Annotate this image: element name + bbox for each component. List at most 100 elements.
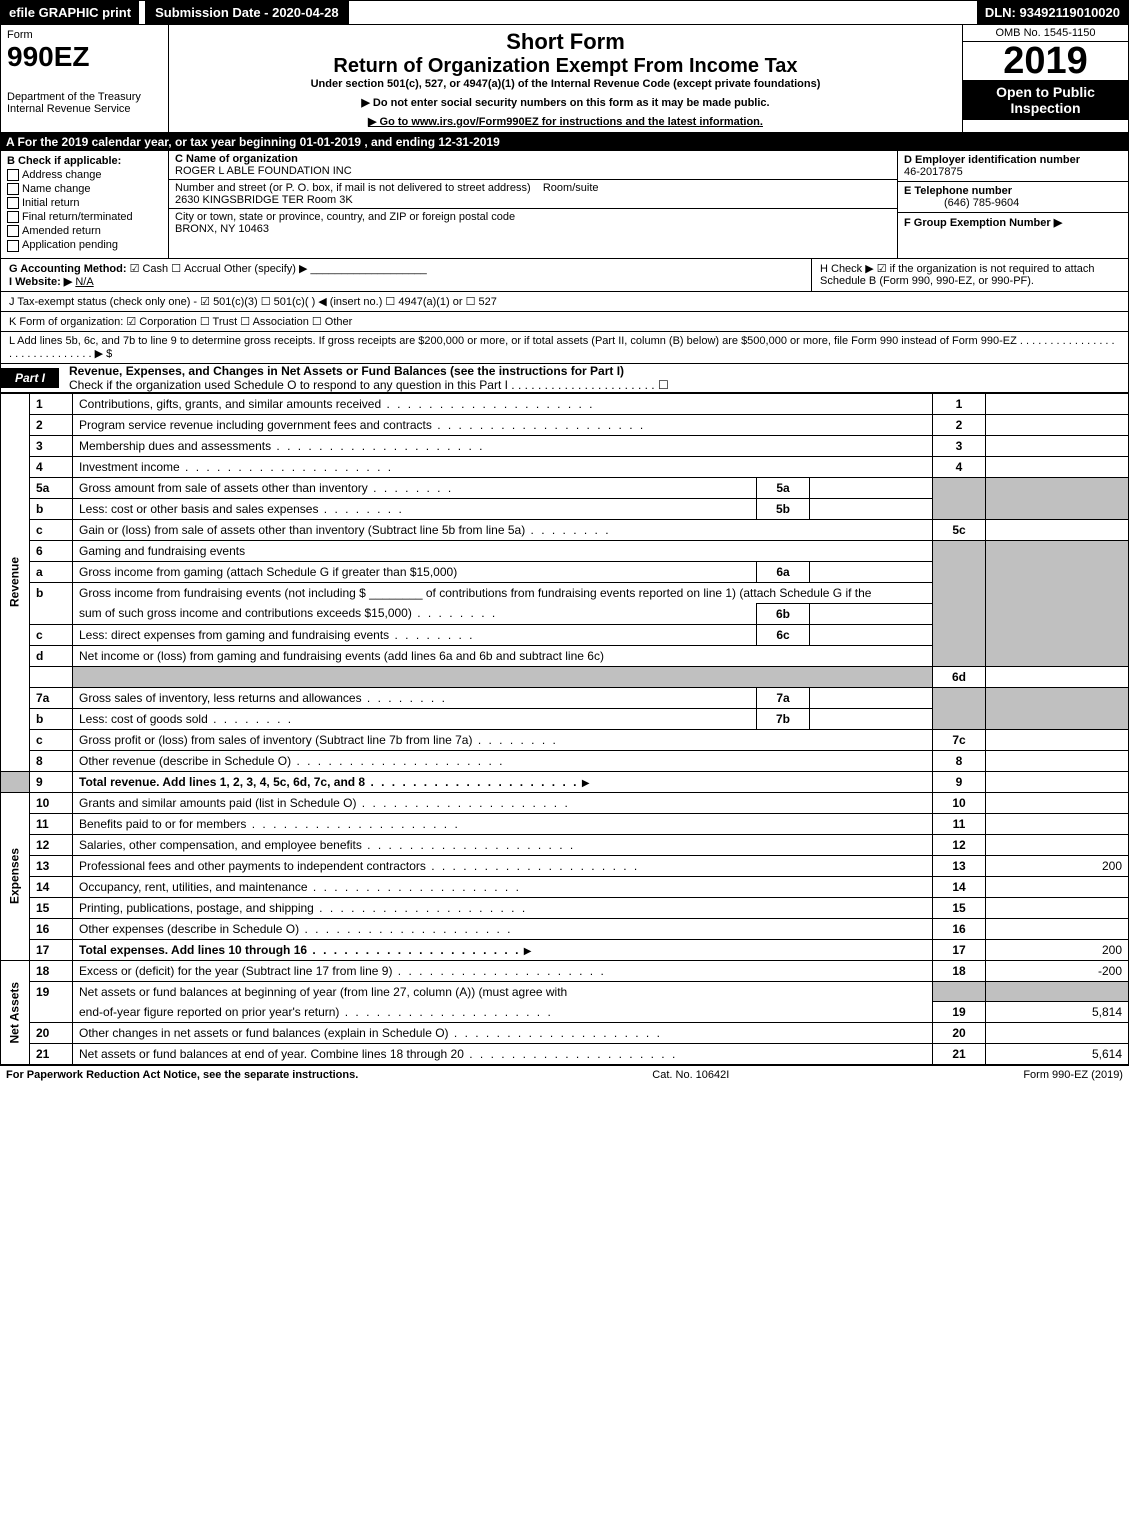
checkbox-icon[interactable]: [7, 197, 19, 209]
k-line: K Form of organization: ☑ Corporation ☐ …: [9, 315, 352, 328]
g-label: G Accounting Method:: [9, 263, 127, 275]
line-6b-mid: of contributions from fundraising events…: [426, 586, 872, 600]
val-2: [986, 414, 1129, 435]
part1-title: Revenue, Expenses, and Changes in Net As…: [69, 364, 624, 378]
line-6: Gaming and fundraising events: [73, 540, 933, 561]
line-21: Net assets or fund balances at end of ye…: [79, 1047, 677, 1061]
line-20: Other changes in net assets or fund bala…: [79, 1026, 662, 1040]
subtitle: Under section 501(c), 527, or 4947(a)(1)…: [177, 78, 954, 90]
linenum: 1: [30, 393, 73, 414]
line-7a: Gross sales of inventory, less returns a…: [79, 691, 447, 705]
val-10: [986, 792, 1129, 813]
line-19b: end-of-year figure reported on prior yea…: [79, 1005, 553, 1019]
ein: 46-2017875: [904, 166, 963, 178]
val-6c: [810, 624, 933, 645]
line-6c: Less: direct expenses from gaming and fu…: [79, 628, 475, 642]
submission-date: Submission Date - 2020-04-28: [145, 1, 349, 24]
line-14: Occupancy, rent, utilities, and maintena…: [79, 880, 521, 894]
line-6d: Net income or (loss) from gaming and fun…: [73, 645, 933, 666]
h-box: H Check ▶ ☑ if the organization is not r…: [811, 259, 1128, 291]
val-19: 5,814: [986, 1002, 1129, 1023]
check-address: Address change: [22, 169, 102, 181]
val-7c: [986, 729, 1129, 750]
val-1: [986, 393, 1129, 414]
val-14: [986, 876, 1129, 897]
netassets-group: Net Assets: [1, 960, 30, 1065]
paperwork-notice: For Paperwork Reduction Act Notice, see …: [6, 1069, 358, 1081]
val-20: [986, 1023, 1129, 1044]
val-18: -200: [986, 960, 1129, 981]
val-9: [986, 771, 1129, 792]
val-6b: [810, 603, 933, 624]
section-c-name-label: C Name of organization: [175, 153, 298, 165]
line-2: Program service revenue including govern…: [79, 418, 645, 432]
room-label: Room/suite: [543, 182, 599, 194]
val-12: [986, 834, 1129, 855]
val-15: [986, 897, 1129, 918]
check-pending: Application pending: [22, 239, 118, 251]
val-6d: [986, 666, 1129, 687]
line-7b: Less: cost of goods sold: [79, 712, 293, 726]
val-7a: [810, 687, 933, 708]
g-other: Other (specify) ▶: [224, 263, 308, 275]
org-address: 2630 KINGSBRIDGE TER Room 3K: [175, 194, 353, 206]
part1-checknote: Check if the organization used Schedule …: [69, 378, 669, 392]
line-17: Total expenses. Add lines 10 through 16: [79, 943, 520, 957]
val-17: 200: [986, 939, 1129, 960]
line-13: Professional fees and other payments to …: [79, 859, 639, 873]
val-5b: [810, 498, 933, 519]
numcol: 1: [933, 393, 986, 414]
line-16: Other expenses (describe in Schedule O): [79, 922, 512, 936]
tax-year: 2019: [963, 42, 1128, 80]
line-5a: Gross amount from sale of assets other t…: [79, 481, 453, 495]
line-4: Investment income: [79, 460, 393, 474]
dln: DLN: 93492119010020: [977, 1, 1128, 24]
l-line: L Add lines 5b, 6c, and 7b to line 9 to …: [9, 335, 1120, 360]
info-block: B Check if applicable: Address change Na…: [0, 151, 1129, 259]
group-label: F Group Exemption Number ▶: [904, 217, 1062, 229]
val-5a: [810, 477, 933, 498]
goto-link[interactable]: ▶ Go to www.irs.gov/Form990EZ for instru…: [368, 116, 763, 128]
part1-header: Part I Revenue, Expenses, and Changes in…: [0, 364, 1129, 393]
line-8: Other revenue (describe in Schedule O): [79, 754, 504, 768]
form-ref: Form 990-EZ (2019): [1023, 1069, 1123, 1081]
city-label: City or town, state or province, country…: [175, 211, 515, 223]
form-label: Form: [7, 29, 162, 41]
phone: (646) 785-9604: [904, 197, 1019, 209]
tax-period: A For the 2019 calendar year, or tax yea…: [0, 133, 1129, 151]
department: Department of the Treasury: [7, 91, 162, 103]
ein-label: D Employer identification number: [904, 154, 1080, 166]
checkbox-icon[interactable]: [7, 240, 19, 252]
top-bar: efile GRAPHIC print Submission Date - 20…: [0, 0, 1129, 25]
short-form-title: Short Form: [177, 29, 954, 55]
page-footer: For Paperwork Reduction Act Notice, see …: [0, 1065, 1129, 1084]
addr-label: Number and street (or P. O. box, if mail…: [175, 182, 531, 194]
part1-label: Part I: [1, 368, 59, 388]
irs: Internal Revenue Service: [7, 103, 162, 115]
website: N/A: [75, 276, 93, 288]
line-15: Printing, publications, postage, and shi…: [79, 901, 527, 915]
return-title: Return of Organization Exempt From Incom…: [177, 55, 954, 78]
checkbox-icon[interactable]: [7, 225, 19, 237]
line-10: Grants and similar amounts paid (list in…: [79, 796, 570, 810]
meta-section: G Accounting Method: Cash Accrual Other …: [0, 259, 1129, 364]
section-b-checklist: Address change Name change Initial retur…: [7, 169, 162, 252]
phone-label: E Telephone number: [904, 185, 1012, 197]
check-name: Name change: [22, 183, 91, 195]
checkbox-icon[interactable]: [7, 211, 19, 223]
val-7b: [810, 708, 933, 729]
expenses-group: Expenses: [1, 792, 30, 960]
arrow-icon: [524, 943, 532, 957]
efile-label[interactable]: efile GRAPHIC print: [1, 1, 139, 24]
checkbox-icon[interactable]: [7, 183, 19, 195]
cat-no: Cat. No. 10642I: [652, 1069, 729, 1081]
revenue-group: Revenue: [1, 393, 30, 771]
val-6a: [810, 561, 933, 582]
arrow-icon: [582, 775, 590, 789]
val-5c: [986, 519, 1129, 540]
line-5c: Gain or (loss) from sale of assets other…: [79, 523, 611, 537]
line-3: Membership dues and assessments: [79, 439, 484, 453]
val-8: [986, 750, 1129, 771]
form-header: Form 990EZ Department of the Treasury In…: [0, 25, 1129, 133]
checkbox-icon[interactable]: [7, 169, 19, 181]
